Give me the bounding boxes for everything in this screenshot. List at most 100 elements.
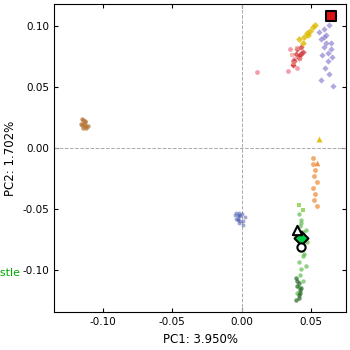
Point (303, 263, 308, 269)
Point (293, 298, 299, 303)
Point (297, 290, 303, 296)
Point (307, 28, 313, 34)
Point (301, 34, 307, 40)
Point (317, 29, 322, 35)
Point (310, 161, 315, 167)
Point (321, 26, 327, 32)
Point (82, 118, 88, 124)
Point (304, 30, 310, 36)
Point (294, 47, 300, 52)
Point (293, 51, 299, 57)
Point (85, 123, 90, 129)
Point (236, 210, 242, 215)
Point (81, 117, 86, 123)
Point (294, 283, 300, 288)
Point (297, 272, 303, 278)
Point (79, 122, 85, 128)
Text: astle: astle (0, 268, 20, 278)
Point (240, 222, 246, 228)
Point (328, 47, 333, 52)
Point (78, 121, 84, 126)
Point (300, 253, 306, 259)
Point (325, 59, 331, 64)
Point (329, 54, 335, 60)
Point (235, 216, 240, 222)
Point (290, 61, 296, 66)
Point (296, 55, 301, 61)
Point (299, 44, 304, 50)
Point (317, 136, 322, 142)
Point (318, 77, 324, 83)
Point (81, 126, 86, 131)
Point (290, 59, 296, 64)
Y-axis label: PC2: 1.702%: PC2: 1.702% (4, 121, 17, 196)
Point (300, 229, 306, 235)
Point (233, 216, 239, 222)
X-axis label: PC1: 3.950%: PC1: 3.950% (163, 333, 238, 346)
Point (235, 217, 240, 223)
Point (296, 37, 301, 42)
Point (314, 204, 320, 209)
Point (328, 40, 333, 46)
Point (304, 239, 310, 245)
Point (306, 32, 311, 37)
Point (289, 52, 294, 58)
Point (292, 59, 297, 64)
Point (294, 227, 300, 232)
Point (296, 260, 301, 265)
Point (299, 266, 304, 271)
Point (297, 247, 303, 253)
Point (300, 207, 306, 213)
Point (79, 116, 85, 121)
Point (294, 45, 300, 51)
Point (290, 62, 296, 68)
Point (310, 155, 315, 161)
Point (297, 52, 303, 58)
Point (300, 278, 306, 284)
Point (324, 40, 329, 46)
Point (83, 123, 89, 129)
Point (240, 218, 246, 224)
Point (321, 44, 327, 50)
Point (296, 280, 301, 286)
Point (299, 50, 304, 56)
Point (310, 186, 315, 191)
Point (324, 32, 329, 37)
Point (303, 227, 308, 232)
Point (313, 191, 318, 197)
Point (83, 126, 89, 131)
Point (300, 49, 306, 55)
Point (296, 202, 301, 208)
Point (82, 120, 88, 125)
Point (296, 284, 301, 290)
Point (321, 34, 327, 40)
Point (299, 217, 304, 223)
Point (294, 278, 300, 284)
Point (299, 220, 304, 226)
Point (328, 14, 333, 19)
Point (294, 290, 300, 296)
Point (81, 121, 86, 126)
Point (242, 215, 247, 220)
Point (301, 251, 307, 257)
Point (285, 68, 290, 74)
Point (327, 71, 332, 76)
Point (238, 218, 243, 224)
Point (314, 179, 320, 185)
Point (292, 56, 297, 62)
Point (296, 295, 301, 301)
Point (82, 123, 88, 129)
Point (314, 160, 320, 165)
Point (311, 197, 317, 203)
Point (233, 210, 239, 215)
Point (299, 285, 304, 291)
Point (292, 60, 297, 65)
Point (299, 235, 304, 241)
Point (239, 211, 245, 217)
Point (299, 244, 304, 250)
Point (310, 25, 315, 30)
Point (313, 22, 318, 28)
Point (235, 214, 240, 219)
Point (236, 220, 242, 226)
Point (300, 40, 306, 46)
